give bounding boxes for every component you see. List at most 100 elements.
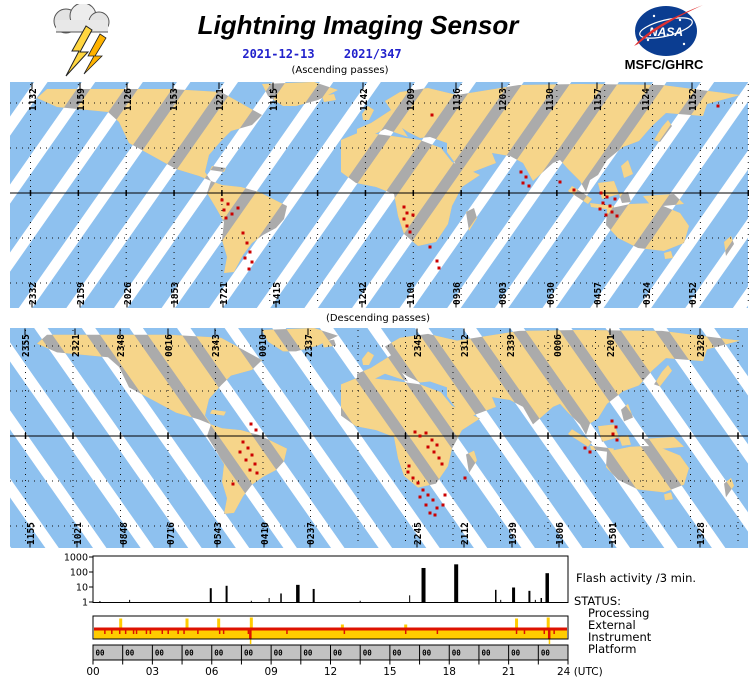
platform-cell-label: 00 <box>125 649 135 658</box>
date-iso: 2021-12-13 <box>242 47 315 61</box>
ascending-passes-map: 1132 1159 1126 1153 1221 1115 1242 1209 1136 1203… <box>10 82 749 308</box>
orbit-time-label: 2026 <box>123 282 134 305</box>
flash-chart-y-axis: 1000 100 10 1 <box>64 553 93 609</box>
page-title: Lightning Imaging Sensor <box>197 10 519 40</box>
orbit-time-label: 1126 <box>123 88 134 111</box>
y-tick-label: 1000 <box>64 553 88 564</box>
orbit-time-label: 1155 <box>26 522 37 545</box>
x-tick-label: 06 <box>205 666 219 678</box>
lightning-flash-dots <box>231 419 619 517</box>
orbit-time-label: 2321 <box>71 334 82 357</box>
orbit-time-label: 2328 <box>696 334 707 357</box>
orbit-time-label: 2355 <box>21 334 32 357</box>
date-line: 2021-12-13 2021/347 <box>0 47 644 61</box>
orbit-time-label: 1152 <box>688 88 699 111</box>
status-drip <box>249 639 252 644</box>
platform-cell-label: 00 <box>422 649 432 658</box>
x-tick-label: 00 <box>86 666 99 678</box>
orbit-time-label: 0410 <box>260 522 271 545</box>
platform-cell-label: 00 <box>511 649 521 658</box>
instrument-red-ticks <box>104 627 555 639</box>
orbit-time-label: 2159 <box>76 282 87 305</box>
ascending-caption: (Ascending passes) <box>291 65 389 76</box>
orbit-time-labels: 2355 2321 2348 0016 2343 0010 2337 2345 2312 2339… <box>21 328 707 548</box>
orbit-time-label: 1806 <box>555 522 566 545</box>
orbit-time-label: 1221 <box>215 88 226 111</box>
y-tick-label: 10 <box>76 583 88 594</box>
lightning-bolt-small <box>83 33 107 75</box>
flash-activity-label: Flash activity /3 min. <box>576 571 697 585</box>
status-heading: STATUS: <box>574 594 622 608</box>
orbit-time-label: 0006 <box>553 334 564 357</box>
x-tick-label: 21 <box>502 666 515 678</box>
orbit-time-label: 2112 <box>460 522 471 545</box>
orbit-time-label: 0237 <box>306 522 317 545</box>
orbit-time-label: 0803 <box>498 282 509 305</box>
orbit-time-label: 0152 <box>688 282 699 305</box>
platform-cells: 00 00 00 00 00 00 00 00 00 00 00 00 00 00 00 00 <box>96 645 551 660</box>
descending-passes-map: 2355 2321 2348 0016 2343 0010 2337 2345 2312 2339… <box>10 328 748 548</box>
orbit-time-label: 2201 <box>606 334 617 357</box>
orbit-time-label: 1159 <box>76 88 87 111</box>
status-drip <box>548 639 551 644</box>
status-row-processing: Processing <box>588 606 650 620</box>
orbit-time-label: 1153 <box>169 88 180 111</box>
platform-cell-label: 00 <box>185 649 195 658</box>
orbit-time-label: 1203 <box>498 88 509 111</box>
orbit-ellipse <box>639 17 693 39</box>
orbit-time-label: 0324 <box>642 282 653 305</box>
orbit-time-label: 2245 <box>413 522 424 545</box>
orbit-time-label: 0010 <box>258 334 269 357</box>
platform-cell-label: 00 <box>96 649 106 658</box>
orbit-time-label: 1109 <box>406 282 417 305</box>
status-row-instrument: Instrument <box>588 630 652 644</box>
orbit-time-label: 2343 <box>211 334 222 357</box>
orbit-time-label: 1242 <box>358 282 369 305</box>
nasa-meatball-logo: NASA <box>634 5 703 56</box>
platform-cell-label: 00 <box>214 649 224 658</box>
orbit-time-label: 1124 <box>641 88 652 111</box>
lightning-cloud-icon <box>53 4 110 77</box>
platform-cell-label: 00 <box>333 649 343 658</box>
orbit-time-label: 1157 <box>593 88 604 111</box>
orbit-time-label: 1328 <box>696 522 707 545</box>
equator-line <box>10 433 748 439</box>
orbit-time-label: 1021 <box>73 522 84 545</box>
platform-cell-label: 00 <box>274 649 284 658</box>
orbit-time-label: 0716 <box>166 522 177 545</box>
flash-chart-frame <box>92 555 569 603</box>
orbit-time-label: 1209 <box>406 88 417 111</box>
y-tick-label: 1 <box>82 598 88 609</box>
orbit-time-label: 2312 <box>460 334 471 357</box>
orbit-time-label: 0016 <box>164 334 175 357</box>
x-tick-label-utc: 24 (UTC) <box>557 666 603 678</box>
x-tick-label: 09 <box>264 666 277 678</box>
orbit-time-label: 1853 <box>170 282 181 305</box>
orbit-time-label: 1115 <box>269 88 280 111</box>
platform-cell-label: 00 <box>541 649 551 658</box>
status-row-external: External <box>588 618 636 632</box>
flash-activity-spikes <box>99 564 549 603</box>
orbit-time-label: 2348 <box>116 334 127 357</box>
orbit-time-label: 2337 <box>304 334 315 357</box>
orbit-time-label: 1130 <box>545 88 556 111</box>
platform-cell-label: 00 <box>244 649 254 658</box>
orbit-time-label: 0936 <box>452 282 463 305</box>
utc-time-axis: 00 03 06 09 12 15 18 21 24 (UTC) <box>86 660 603 678</box>
nasa-wordmark: NASA <box>649 25 683 39</box>
lightning-bolt-large <box>65 25 93 77</box>
platform-cell-label: 00 <box>303 649 313 658</box>
graticule <box>10 84 749 306</box>
orbit-time-label: 0543 <box>213 522 224 545</box>
nasa-globe <box>635 6 697 56</box>
date-doy: 2021/347 <box>343 47 402 61</box>
orbit-time-label: 2339 <box>506 334 517 357</box>
x-tick-label: 18 <box>443 666 456 678</box>
external-status-bar <box>94 627 567 631</box>
platform-cell-label: 00 <box>155 649 165 658</box>
orbit-time-label: 1242 <box>359 88 370 111</box>
platform-cell-label: 00 <box>392 649 402 658</box>
orbit-time-label: 0848 <box>119 522 130 545</box>
orbit-time-label: 1501 <box>608 522 619 545</box>
